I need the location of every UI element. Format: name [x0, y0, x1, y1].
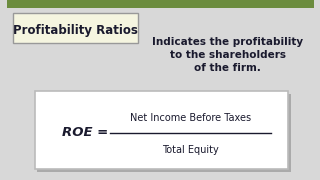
Text: Total Equity: Total Equity [162, 145, 219, 155]
Text: Indicates the profitability: Indicates the profitability [152, 37, 303, 47]
FancyBboxPatch shape [35, 91, 288, 169]
Text: Profitability Ratios: Profitability Ratios [13, 24, 138, 37]
Text: to the shareholders: to the shareholders [170, 50, 286, 60]
Text: of the firm.: of the firm. [194, 63, 261, 73]
Bar [7, 0, 314, 8]
Text: Net Income Before Taxes: Net Income Before Taxes [130, 113, 251, 123]
Text: ROE =: ROE = [62, 127, 108, 140]
FancyBboxPatch shape [13, 13, 138, 43]
FancyBboxPatch shape [37, 94, 291, 172]
